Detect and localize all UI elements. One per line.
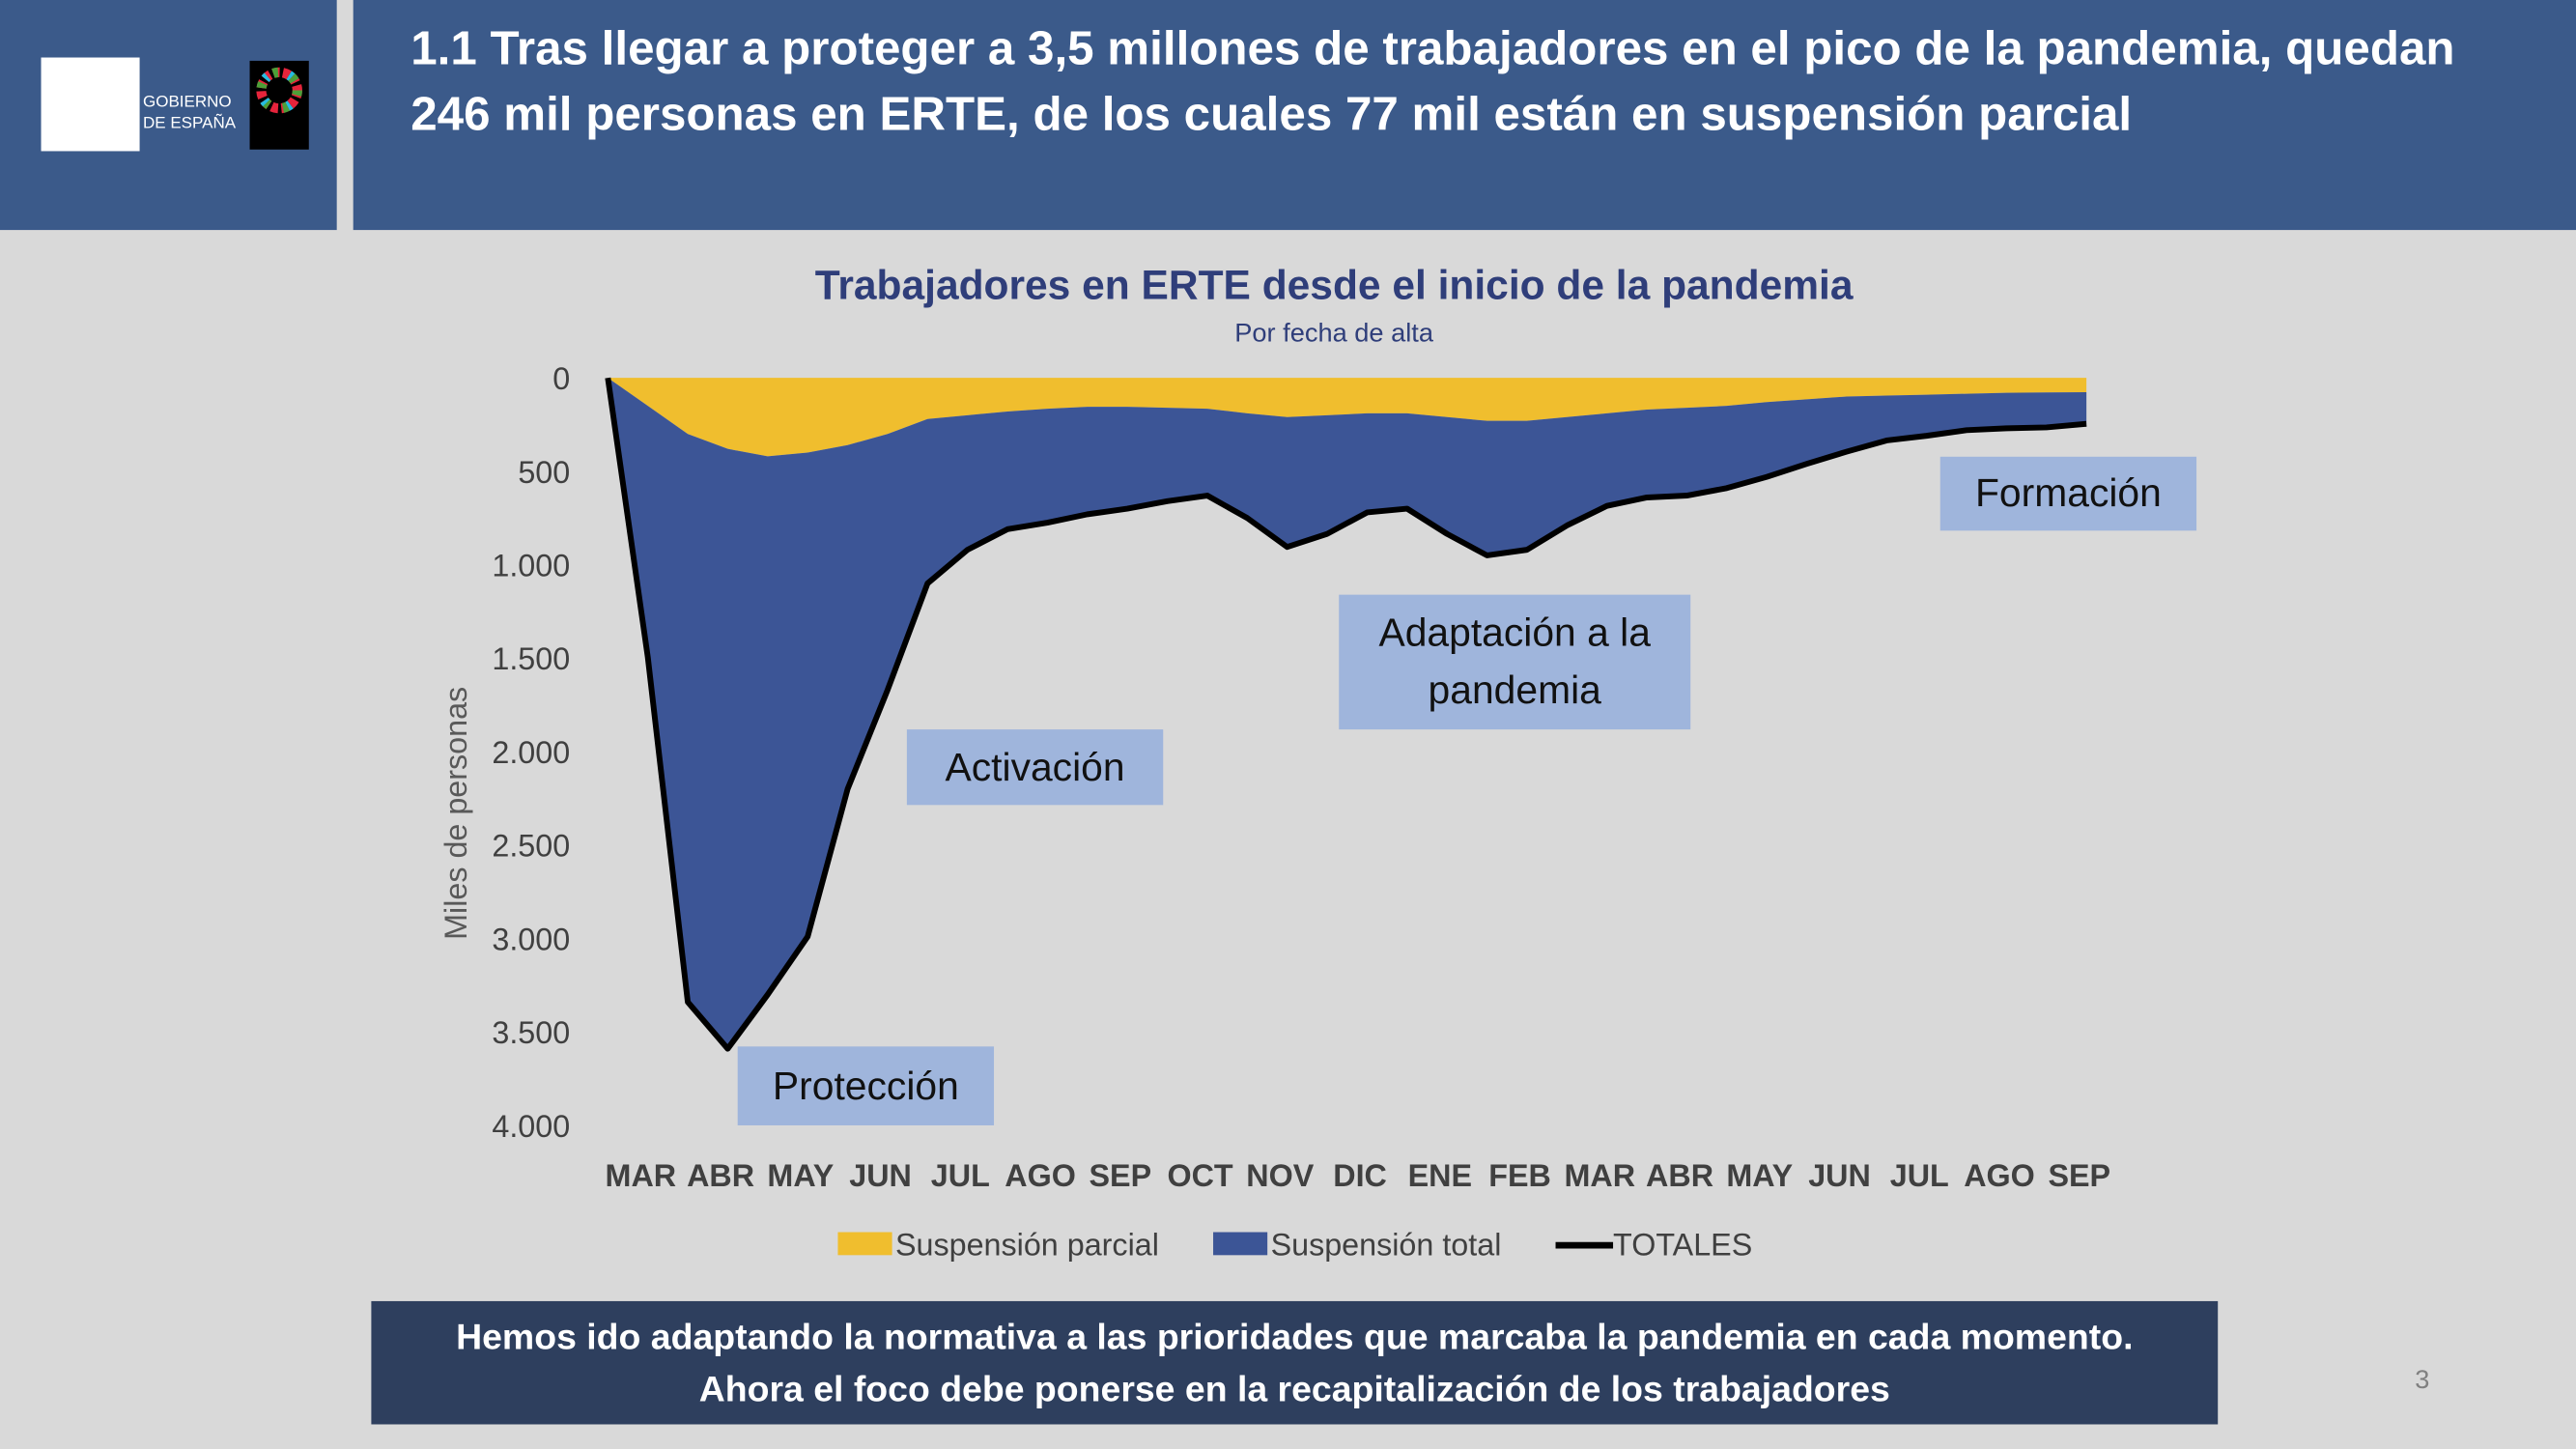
x-tick-label: ABR xyxy=(687,1158,754,1193)
footer-line: Hemos ido adaptando la normativa a las p… xyxy=(456,1315,2134,1356)
area xyxy=(608,378,2087,1049)
x-tick-label: JUL xyxy=(931,1158,990,1193)
y-tick-label: 3.500 xyxy=(492,1015,570,1050)
legend-label: Suspensión parcial xyxy=(895,1227,1159,1262)
x-tick-label: DIC xyxy=(1333,1158,1387,1193)
y-tick-label: 0 xyxy=(552,361,570,396)
y-axis-label: Miles de personas xyxy=(439,687,473,940)
annotation: Adaptación a la pandemia xyxy=(1339,594,1691,730)
legend-swatch xyxy=(1213,1232,1268,1256)
logo-panel: GOBIERNO DE ESPAÑA xyxy=(0,0,337,231)
y-tick-label: 4.000 xyxy=(492,1109,570,1144)
x-tick-label: JUN xyxy=(849,1158,912,1193)
x-tick-label: FEB xyxy=(1488,1158,1551,1193)
x-tick-label: ABR xyxy=(1646,1158,1713,1193)
logo-text: GOBIERNO DE ESPAÑA xyxy=(142,93,237,133)
page-number: 3 xyxy=(2415,1366,2430,1395)
y-tick-label: 2.500 xyxy=(492,829,570,864)
y-tick-label: 1.500 xyxy=(492,641,570,676)
x-tick-label: MAR xyxy=(606,1158,677,1193)
chart: Trabajadores en ERTE desde el inicio de … xyxy=(439,264,2110,1263)
x-tick-label: SEP xyxy=(1090,1158,1152,1193)
chart-title: Trabajadores en ERTE desde el inicio de … xyxy=(815,264,1854,309)
x-tick-label: NOV xyxy=(1246,1158,1314,1193)
annotation: Activación xyxy=(906,729,1164,806)
legend-label: TOTALES xyxy=(1613,1227,1752,1262)
y-tick-label: 2.000 xyxy=(492,735,570,770)
x-tick-label: JUL xyxy=(1890,1158,1949,1193)
sdg-ring xyxy=(256,67,302,114)
x-tick-label: JUN xyxy=(1808,1158,1871,1193)
legend-label: Suspensión total xyxy=(1271,1227,1502,1262)
annotation: Formación xyxy=(1939,456,2197,531)
x-tick-label: MAY xyxy=(767,1158,834,1193)
annotation: Protección xyxy=(737,1046,995,1125)
x-tick-label: AGO xyxy=(1964,1158,2035,1193)
sdg-logo xyxy=(249,60,309,150)
legend-swatch xyxy=(837,1232,892,1256)
footer-banner: Hemos ido adaptando la normativa a las p… xyxy=(371,1300,2219,1425)
header: 1.1 Tras llegar a proteger a 3,5 millone… xyxy=(353,0,2576,231)
chart-subtitle: Por fecha de alta xyxy=(1234,318,1434,348)
x-tick-label: ENE xyxy=(1408,1158,1472,1193)
x-tick-label: OCT xyxy=(1167,1158,1232,1193)
y-tick-label: 3.000 xyxy=(492,922,570,956)
line xyxy=(605,377,2087,1052)
emblem xyxy=(41,57,140,152)
x-tick-label: SEP xyxy=(2048,1158,2110,1193)
footer-line: Ahora el foco debe ponerse en la recapit… xyxy=(698,1367,1890,1409)
y-tick-label: 500 xyxy=(518,455,570,490)
x-tick-label: AGO xyxy=(1005,1158,1076,1193)
y-tick-label: 1.000 xyxy=(492,549,570,583)
x-tick-label: MAR xyxy=(1565,1158,1636,1193)
area xyxy=(608,378,2087,457)
slide-title: 1.1 Tras llegar a proteger a 3,5 millone… xyxy=(410,22,2455,142)
x-tick-label: MAY xyxy=(1726,1158,1793,1193)
